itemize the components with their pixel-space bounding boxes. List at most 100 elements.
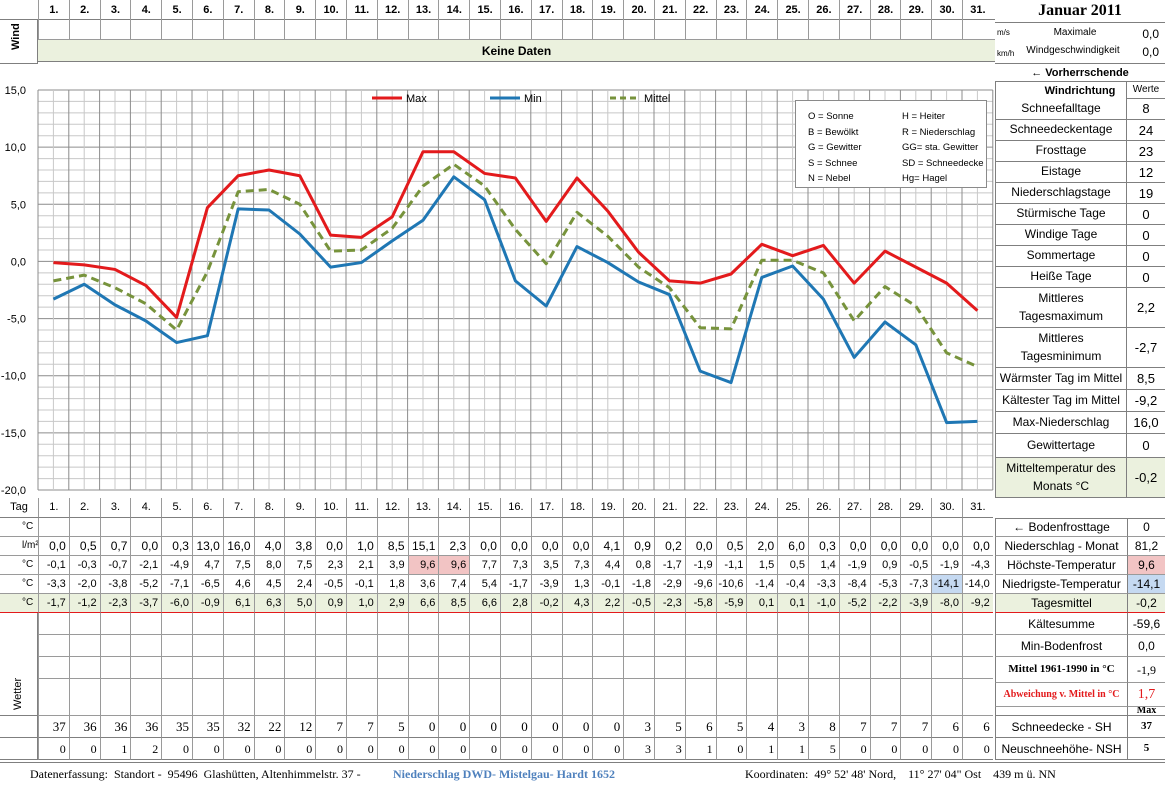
table-day-21: 21. bbox=[654, 498, 685, 518]
table-cell bbox=[408, 518, 439, 537]
wind-cell bbox=[284, 20, 315, 40]
wetter-cell bbox=[130, 635, 161, 657]
table-day-9: 9. bbox=[284, 498, 315, 518]
table-cell bbox=[254, 518, 285, 537]
wetter-cell bbox=[900, 679, 931, 716]
table-cell: 0,9 bbox=[870, 556, 901, 575]
footer-location: Datenerfassung: Standort - 95496 Glashüt… bbox=[30, 763, 364, 785]
table-cell: 8,5 bbox=[438, 594, 469, 613]
table-day-19: 19. bbox=[592, 498, 623, 518]
wetter-cell bbox=[192, 657, 223, 679]
day-header-19: 19. bbox=[592, 0, 623, 20]
wetter-cell bbox=[408, 635, 439, 657]
snow-depth-cell: 35 bbox=[161, 716, 192, 738]
wetter-cell bbox=[685, 679, 716, 716]
table-cell: 7,4 bbox=[438, 575, 469, 594]
day-header-23: 23. bbox=[716, 0, 747, 20]
table-cell: -2,2 bbox=[870, 594, 901, 613]
row-total: -0,2 bbox=[1127, 594, 1165, 613]
wetter-cell bbox=[962, 613, 993, 635]
wetter-cell bbox=[808, 613, 839, 635]
table-cell: -8,4 bbox=[839, 575, 870, 594]
legend-label-mittel: Mittel bbox=[644, 93, 670, 105]
table-cell: 2,8 bbox=[500, 594, 531, 613]
stat-row: Mittleres Tagesminimum-2,7 bbox=[996, 328, 1165, 368]
wetter-cell bbox=[592, 679, 623, 716]
wetter-cell bbox=[562, 613, 593, 635]
table-cell: -0,5 bbox=[315, 575, 346, 594]
table-day-2: 2. bbox=[69, 498, 100, 518]
snow-depth-cell: 0 bbox=[500, 716, 531, 738]
wind-cell bbox=[69, 20, 100, 40]
table-day-17: 17. bbox=[531, 498, 562, 518]
table-cell: 3,5 bbox=[531, 556, 562, 575]
table-cell: -5,3 bbox=[870, 575, 901, 594]
wetter-cell bbox=[900, 635, 931, 657]
table-cell: -10,6 bbox=[716, 575, 747, 594]
legend-label-min: Min bbox=[524, 93, 542, 105]
table-cell: -14,1 bbox=[931, 575, 962, 594]
new-snow-cell: 0 bbox=[900, 738, 931, 760]
stat-value: -2,7 bbox=[1126, 328, 1165, 367]
stat-value: -0,2 bbox=[1126, 458, 1165, 497]
table-cell bbox=[870, 518, 901, 537]
day-header-21: 21. bbox=[654, 0, 685, 20]
table-cell: 13,0 bbox=[192, 537, 223, 556]
table-cell: 0,0 bbox=[931, 537, 962, 556]
wetter-cell bbox=[592, 635, 623, 657]
wetter-cell bbox=[808, 679, 839, 716]
table-cell: 0,1 bbox=[777, 594, 808, 613]
new-snow-cell: 0 bbox=[377, 738, 408, 760]
tag-label: Tag bbox=[0, 498, 38, 518]
table-cell: -8,0 bbox=[931, 594, 962, 613]
wetter-cell bbox=[623, 613, 654, 635]
table-day-11: 11. bbox=[346, 498, 377, 518]
table-cell: -1,9 bbox=[931, 556, 962, 575]
wetter-cell bbox=[808, 657, 839, 679]
table-cell: -2,3 bbox=[100, 594, 131, 613]
wetter-cell bbox=[223, 679, 254, 716]
summary-value: 1,7 bbox=[1127, 683, 1165, 707]
weather-code-2: G = Gewitter bbox=[808, 140, 862, 156]
table-cell bbox=[685, 518, 716, 537]
snow-depth-cell: 12 bbox=[284, 716, 315, 738]
new-snow-cell: 0 bbox=[469, 738, 500, 760]
table-cell: -0,9 bbox=[192, 594, 223, 613]
wind-cell bbox=[839, 20, 870, 40]
wetter-cell bbox=[284, 657, 315, 679]
table-cell: 2,1 bbox=[346, 556, 377, 575]
table-cell: -9,2 bbox=[962, 594, 993, 613]
wind-label: Wind bbox=[10, 23, 22, 50]
stat-value: 23 bbox=[1126, 141, 1165, 161]
wetter-cell bbox=[716, 679, 747, 716]
table-cell: -0,1 bbox=[592, 575, 623, 594]
new-snow-cell: 1 bbox=[746, 738, 777, 760]
top-day-header: 1.2.3.4.5.6.7.8.9.10.11.12.13.14.15.16.1… bbox=[0, 0, 995, 20]
snow-depth-cell: 37 bbox=[38, 716, 69, 738]
table-day-30: 30. bbox=[931, 498, 962, 518]
wetter-cell bbox=[746, 613, 777, 635]
day-header-22: 22. bbox=[685, 0, 716, 20]
table-cell: 6,3 bbox=[254, 594, 285, 613]
new-snow-cell: 5 bbox=[808, 738, 839, 760]
weather-code-6: R = Niederschlag bbox=[902, 125, 984, 141]
wetter-cell bbox=[284, 635, 315, 657]
stat-label: Schneedeckentage bbox=[996, 121, 1126, 138]
wind-max-box: m/s km/h Maximale Windgeschwindigkeit 0,… bbox=[995, 22, 1165, 64]
weather-code-5: H = Heiter bbox=[902, 109, 984, 125]
day-header-9: 9. bbox=[284, 0, 315, 20]
summary-label: Kältesumme bbox=[995, 613, 1127, 635]
wetter-cell bbox=[315, 657, 346, 679]
table-cell: 0,9 bbox=[623, 537, 654, 556]
wetter-cell bbox=[931, 679, 962, 716]
wetter-cell bbox=[100, 679, 131, 716]
new-snow-cell: 2 bbox=[130, 738, 161, 760]
day-header-1: 1. bbox=[38, 0, 69, 20]
table-cell: 0,2 bbox=[654, 537, 685, 556]
table-day-26: 26. bbox=[808, 498, 839, 518]
